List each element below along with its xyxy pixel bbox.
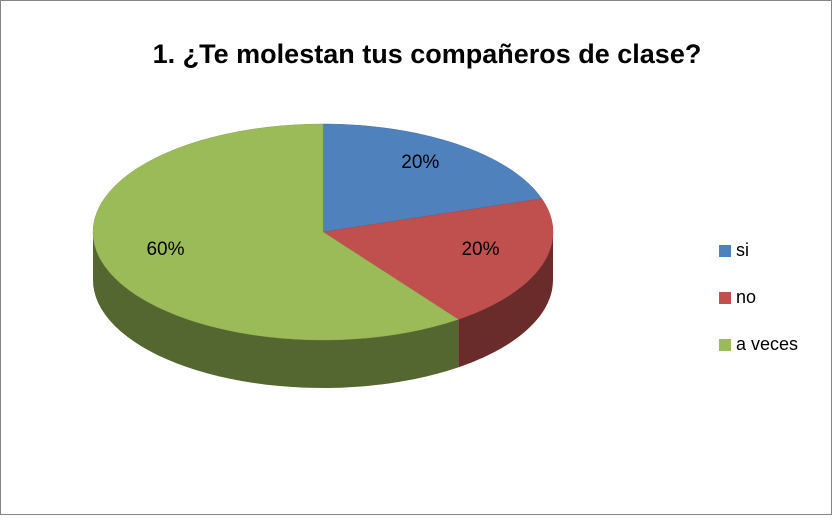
legend-swatch: [719, 339, 731, 351]
pie-slice: [322, 123, 543, 233]
slice-side: [93, 232, 459, 388]
pie-slice: [92, 123, 459, 341]
data-label: 20%: [401, 152, 439, 173]
pie-slice: [322, 198, 554, 320]
data-label: 20%: [461, 239, 499, 260]
legend-label: si: [736, 240, 749, 260]
legend-label: no: [736, 287, 756, 307]
legend-swatch: [719, 245, 731, 257]
data-label: 60%: [146, 239, 184, 260]
slice-side: [458, 232, 553, 368]
chart-title: 1. ¿Te molestan tus compañeros de clase?: [153, 39, 702, 69]
legend-swatch: [719, 292, 731, 304]
legend-label: a veces: [736, 334, 798, 354]
